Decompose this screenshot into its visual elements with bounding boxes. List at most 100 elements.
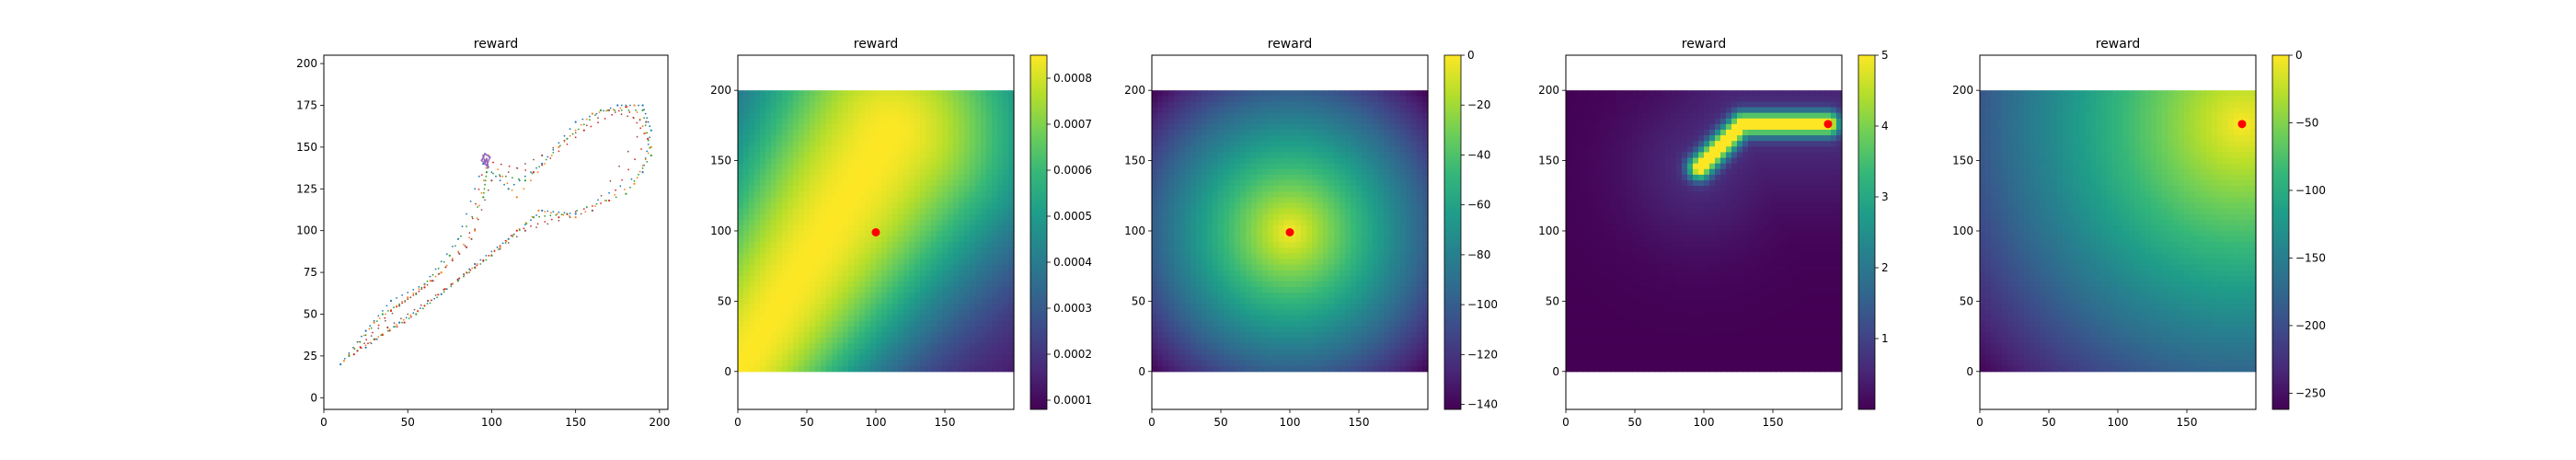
heatmap-cell: [870, 360, 877, 367]
heatmap-cell: [1328, 242, 1335, 248]
heatmap-cell: [760, 326, 766, 333]
heatmap-cell: [815, 298, 822, 305]
scatter-point: [474, 262, 477, 266]
heatmap-cell: [1168, 118, 1175, 125]
scatter-point: [535, 214, 537, 216]
heatmap-cell: [1273, 247, 1280, 255]
heatmap-cell: [837, 123, 844, 131]
heatmap-cell: [1328, 101, 1335, 109]
heatmap-cell: [826, 281, 833, 288]
heatmap-cell: [1207, 309, 1213, 316]
heatmap-cell: [788, 141, 794, 147]
scatter-point: [404, 301, 407, 303]
heatmap-cell: [1356, 168, 1363, 176]
heatmap-cell: [765, 157, 772, 165]
heatmap-cell: [986, 186, 993, 192]
heatmap-cell: [876, 293, 882, 299]
heatmap-cell: [1301, 253, 1307, 260]
heatmap-cell: [749, 230, 755, 237]
scatter-point: [649, 146, 651, 149]
heatmap-cell: [743, 259, 750, 266]
heatmap-cell: [810, 135, 816, 142]
heatmap-cell: [749, 236, 755, 243]
heatmap-cell: [909, 191, 915, 198]
heatmap-cell: [1345, 331, 1351, 339]
heatmap-cell: [771, 354, 777, 362]
heatmap-cell: [964, 253, 971, 260]
scatter-point: [396, 305, 397, 308]
scatter-point: [646, 161, 649, 163]
heatmap-cell: [870, 247, 877, 255]
heatmap-cell: [970, 315, 976, 322]
heatmap-cell: [1279, 343, 1285, 350]
heatmap-cell: [1284, 118, 1291, 125]
heatmap-cell: [986, 247, 993, 255]
heatmap-cell: [832, 101, 838, 109]
heatmap-cell: [942, 146, 949, 154]
heatmap-cell: [1334, 360, 1340, 367]
heatmap-cell: [881, 157, 888, 165]
heatmap-cell: [738, 230, 744, 237]
heatmap-cell: [1240, 315, 1247, 322]
heatmap-cell: [1224, 135, 1230, 142]
heatmap-cell: [892, 213, 899, 221]
heatmap-cell: [765, 349, 772, 356]
heatmap-cell: [1235, 208, 1241, 215]
heatmap-cell: [782, 360, 788, 367]
scatter-point: [594, 205, 596, 207]
heatmap-cell: [1351, 163, 1357, 170]
heatmap-cell: [804, 365, 811, 373]
heatmap-cell: [826, 242, 833, 248]
heatmap-cell: [832, 191, 838, 198]
heatmap-cell: [1345, 152, 1351, 159]
heatmap-cell: [892, 168, 899, 176]
heatmap-cell: [782, 331, 788, 339]
heatmap-cell: [1157, 141, 1164, 147]
heatmap-cell: [782, 309, 788, 316]
scatter-point: [457, 252, 460, 254]
heatmap-cell: [997, 253, 1004, 260]
heatmap-cell: [799, 152, 805, 159]
heatmap-cell: [1284, 174, 1291, 181]
heatmap-cell: [1317, 129, 1324, 136]
heatmap-cell: [1174, 202, 1180, 210]
heatmap-cell: [909, 365, 915, 373]
heatmap-cell: [1235, 349, 1241, 356]
heatmap-cell: [848, 224, 855, 232]
heatmap-cell: [1251, 349, 1258, 356]
scatter-point: [407, 298, 409, 300]
heatmap-cell: [920, 338, 926, 344]
heatmap-cell: [970, 326, 976, 333]
heatmap-cell: [1345, 315, 1351, 322]
heatmap-cell: [1268, 304, 1274, 311]
heatmap-cell: [948, 219, 954, 226]
heatmap-cell: [981, 354, 987, 362]
heatmap-cell: [1190, 107, 1197, 114]
heatmap-cell: [1312, 304, 1318, 311]
heatmap-cell: [1323, 123, 1329, 131]
heatmap-cell: [876, 152, 882, 159]
heatmap-cell: [1246, 315, 1252, 322]
heatmap-cell: [810, 354, 816, 362]
heatmap-cell: [1284, 247, 1291, 255]
heatmap-cell: [1246, 275, 1252, 282]
heatmap-cell: [1174, 179, 1180, 187]
heatmap-cell: [1301, 163, 1307, 170]
heatmap-cell: [876, 135, 882, 142]
heatmap-cell: [754, 179, 761, 187]
heatmap-cell: [920, 219, 926, 226]
heatmap-cell: [887, 293, 893, 299]
heatmap-cell: [826, 213, 833, 221]
heatmap-cell: [788, 287, 794, 293]
heatmap-cell: [953, 253, 960, 260]
scatter-point: [574, 129, 577, 132]
heatmap-cell: [799, 298, 805, 305]
heatmap-cell: [1323, 179, 1329, 187]
heatmap-cell: [926, 191, 932, 198]
scatter-point: [510, 235, 512, 236]
heatmap-cell: [1008, 349, 1015, 356]
heatmap-cell: [793, 101, 799, 109]
heatmap-cell: [898, 146, 904, 154]
heatmap-cell: [948, 208, 954, 215]
heatmap-cell: [1317, 163, 1324, 170]
